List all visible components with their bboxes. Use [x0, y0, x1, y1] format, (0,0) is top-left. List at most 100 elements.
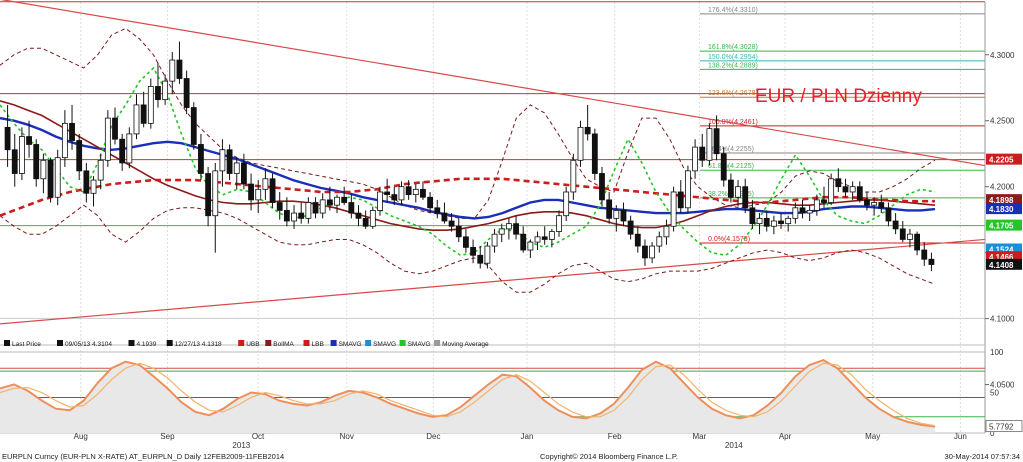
- oscillator-tick-label: 0: [990, 429, 995, 438]
- legend-swatch: [434, 340, 441, 346]
- candle: [577, 120, 584, 167]
- legend-swatch: [238, 340, 245, 346]
- candle-body: [434, 207, 441, 214]
- candle: [484, 242, 491, 269]
- candle: [907, 228, 913, 248]
- trendlines-layer: [0, 0, 986, 325]
- x-year-label: 2013: [232, 441, 250, 450]
- candle-body: [33, 144, 40, 180]
- candle: [914, 231, 921, 256]
- candle-body: [226, 149, 233, 174]
- candle: [412, 184, 419, 203]
- footer-left: EURPLN Curncy (EUR-PLN X-RATE) AT_EURPLN…: [2, 452, 284, 461]
- fibonacci-level-label: 0.0%(4.1573): [708, 236, 750, 243]
- candle-body: [907, 233, 913, 240]
- candle-body: [205, 173, 212, 217]
- candle: [405, 180, 412, 200]
- x-month-label: Feb: [608, 432, 622, 441]
- candle: [26, 120, 32, 158]
- candle-body: [570, 159, 577, 193]
- chart-title: EUR / PLN Dzienny: [755, 86, 922, 107]
- candle: [283, 197, 290, 227]
- price-badge: 4.1705: [986, 219, 1022, 231]
- y-tick-label: 4.3000: [990, 51, 1015, 60]
- candle-body: [663, 225, 670, 238]
- candle: [97, 153, 104, 190]
- candle: [470, 239, 476, 264]
- fibonacci-level-label: 123.6%(4.2678): [708, 90, 758, 97]
- candle: [47, 157, 54, 203]
- candle-body: [190, 107, 197, 145]
- legend-swatch: [265, 340, 272, 346]
- legend-item: Moving Average: [434, 340, 489, 348]
- candle: [183, 70, 190, 115]
- legend-label: Moving Average: [442, 341, 489, 348]
- x-month-label: Jun: [954, 432, 967, 441]
- price-badge-box: [986, 243, 1022, 255]
- legend-label: SMAVG: [408, 341, 431, 348]
- candle-body: [892, 220, 899, 230]
- candle-body: [634, 233, 641, 247]
- price-badge: 4.1524: [986, 243, 1022, 255]
- candle: [785, 215, 792, 232]
- candle-body: [147, 86, 154, 124]
- bollinger-layer: [0, 27, 936, 293]
- candle-body: [341, 196, 348, 203]
- legend-swatch: [330, 340, 337, 346]
- legend-item: 09/05/13 4.3104: [57, 340, 112, 348]
- candle-body: [864, 199, 870, 206]
- candle-body: [742, 186, 749, 209]
- candle: [226, 144, 233, 181]
- candle: [262, 168, 269, 200]
- candle-body: [763, 217, 770, 227]
- candle: [377, 186, 383, 216]
- candle: [505, 218, 512, 240]
- candle: [556, 210, 562, 237]
- candle: [642, 239, 648, 266]
- candle: [806, 205, 813, 221]
- oscillator-tick-label: 100: [990, 348, 1004, 357]
- y-tick-label: 4.1000: [990, 315, 1015, 324]
- fibonacci-level-label: 150.0%(4.2954): [708, 54, 758, 61]
- candle-body: [591, 133, 598, 174]
- candle-body: [326, 199, 333, 206]
- candle: [663, 219, 670, 245]
- candle: [33, 139, 40, 187]
- candle-body: [928, 258, 935, 265]
- fibonacci-level-label: 61.8%(4.2125): [708, 163, 754, 170]
- x-month-label: May: [865, 432, 880, 441]
- candle: [620, 202, 627, 227]
- legend-item: Last Price: [4, 340, 41, 348]
- legend-item: SMAVG: [399, 340, 431, 348]
- candle: [319, 193, 326, 219]
- candle: [455, 218, 462, 243]
- candle-body: [369, 210, 376, 227]
- candle: [198, 133, 204, 181]
- candle-body: [83, 170, 90, 194]
- oscillator-k-line: [0, 359, 936, 428]
- x-month-label: Jan: [521, 432, 534, 441]
- candle-body: [441, 212, 448, 222]
- candle: [61, 110, 68, 167]
- candle-body: [685, 170, 691, 209]
- price-badge-box: [986, 251, 1022, 263]
- legend-label: UBB: [246, 341, 259, 348]
- legend-item: 12/27/13 4.1318: [166, 340, 222, 348]
- candle: [649, 242, 656, 264]
- candle-body: [799, 207, 806, 214]
- y-tick-label: 4.0500: [990, 381, 1015, 390]
- footer: EURPLN Curncy (EUR-PLN X-RATE) AT_EURPLN…: [0, 450, 1023, 462]
- x-month-label: Nov: [340, 432, 354, 441]
- legend-item: LBB: [303, 340, 324, 348]
- candle-body: [233, 162, 240, 174]
- candle-body: [735, 186, 741, 198]
- candle: [813, 194, 820, 216]
- candle-body: [355, 212, 362, 219]
- legend-label: Last Price: [12, 341, 41, 348]
- candle-body: [276, 202, 283, 211]
- candle-body: [720, 153, 727, 181]
- candle: [205, 166, 212, 227]
- candle-body: [656, 236, 663, 247]
- candle-body: [692, 146, 698, 172]
- candle-body: [556, 215, 562, 232]
